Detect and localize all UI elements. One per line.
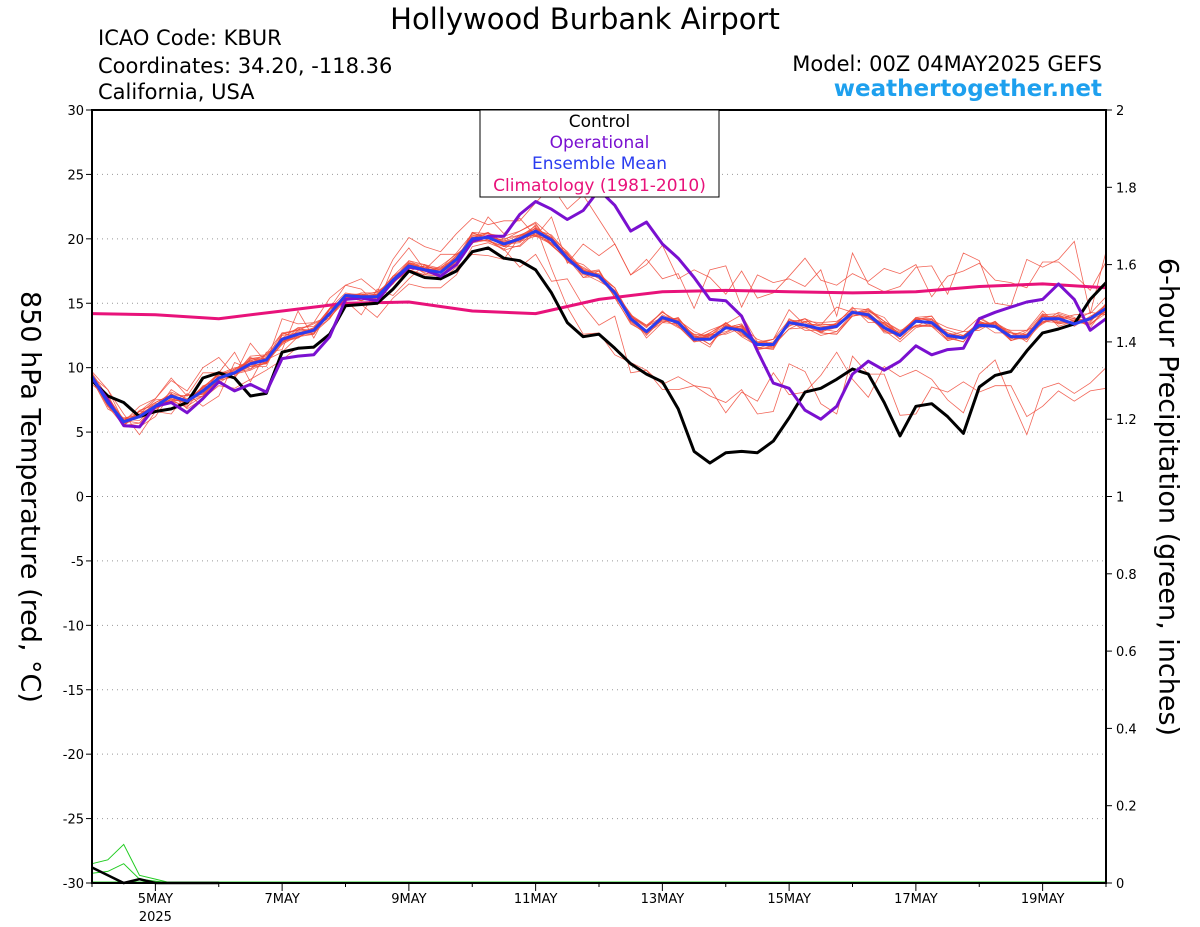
control-line <box>90 246 1108 465</box>
legend-box <box>479 109 720 198</box>
icao-code: ICAO Code: KBUR <box>98 26 282 50</box>
ensemble-mean-line <box>90 229 1107 424</box>
y2-tick-label: 2 <box>1116 104 1124 119</box>
y2-tick-label: 1.4 <box>1116 336 1137 351</box>
y2-tick-label: 0.4 <box>1116 722 1137 737</box>
y-tick-label: -30 <box>63 877 84 892</box>
y-tick-label: 15 <box>67 297 84 312</box>
y-tick-label: -10 <box>63 619 84 634</box>
x-tick-label: 5MAY <box>138 892 173 907</box>
member-line <box>91 231 1107 421</box>
operational-line <box>90 188 1107 429</box>
y-tick-label: 0 <box>76 491 84 506</box>
plot-frame <box>91 109 1107 884</box>
y-tick-label: -5 <box>71 555 84 570</box>
y2-tick-label: 1 <box>1116 491 1124 506</box>
legend-climatology: Climatology (1981-2010) <box>493 176 706 196</box>
precip-member-line <box>91 863 219 884</box>
member-line <box>91 228 1107 421</box>
y-tick-label: 25 <box>67 168 84 183</box>
member-line <box>91 242 1107 428</box>
axes: -30-25-20-15-10-505101520253000.20.40.60… <box>63 104 1137 925</box>
x-tick-label: 11MAY <box>514 892 558 907</box>
member-line <box>91 233 1107 424</box>
y2-tick-label: 1.2 <box>1116 413 1137 428</box>
y-tick-label: -15 <box>63 684 84 699</box>
y-tick-label: -25 <box>63 813 84 828</box>
gridlines <box>92 173 1106 820</box>
member-line <box>91 231 1107 424</box>
legend-operational: Operational <box>550 133 650 153</box>
y2-tick-label: 0.6 <box>1116 645 1137 660</box>
x-tick-year: 2025 <box>139 910 172 925</box>
legend-ensemble-mean: Ensemble Mean <box>532 154 667 174</box>
x-tick-label: 19MAY <box>1021 892 1065 907</box>
member-line <box>91 229 1107 423</box>
legend-control: Control <box>569 112 630 132</box>
y2-tick-label: 1.6 <box>1116 259 1137 274</box>
x-tick-label: 17MAY <box>894 892 938 907</box>
member-line <box>91 229 1107 420</box>
y-tick-label: -20 <box>63 748 84 763</box>
member-line <box>91 225 1107 436</box>
model-run: Model: 00Z 04MAY2025 GEFS <box>792 52 1102 76</box>
member-line <box>91 230 1107 421</box>
legend: Control Operational Ensemble Mean Climat… <box>479 109 720 198</box>
x-tick-label: 9MAY <box>391 892 426 907</box>
y2-tick-label: 1.8 <box>1116 181 1137 196</box>
main-series <box>90 188 1108 465</box>
coordinates: Coordinates: 34.20, -118.36 <box>98 54 393 78</box>
x-tick-label: 15MAY <box>767 892 811 907</box>
site-link[interactable]: weathertogether.net <box>833 76 1102 102</box>
ensemble-members <box>91 185 1107 436</box>
member-line <box>91 222 1107 427</box>
x-tick-label: 13MAY <box>641 892 685 907</box>
x-tick-label: 7MAY <box>264 892 299 907</box>
precipitation-series <box>91 843 1106 885</box>
y-tick-label: 5 <box>76 426 84 441</box>
y2-tick-label: 0 <box>1116 877 1124 892</box>
member-line <box>91 231 1107 425</box>
y-tick-label: 10 <box>67 362 84 377</box>
location: California, USA <box>98 80 255 104</box>
member-line <box>91 226 1107 423</box>
climatology-line <box>91 282 1107 321</box>
y-tick-label: 30 <box>67 104 84 119</box>
y2-tick-label: 0.8 <box>1116 568 1137 583</box>
y2-tick-label: 0.2 <box>1116 800 1137 815</box>
chart-title: Hollywood Burbank Airport <box>390 2 780 36</box>
y-tick-label: 20 <box>67 233 84 248</box>
